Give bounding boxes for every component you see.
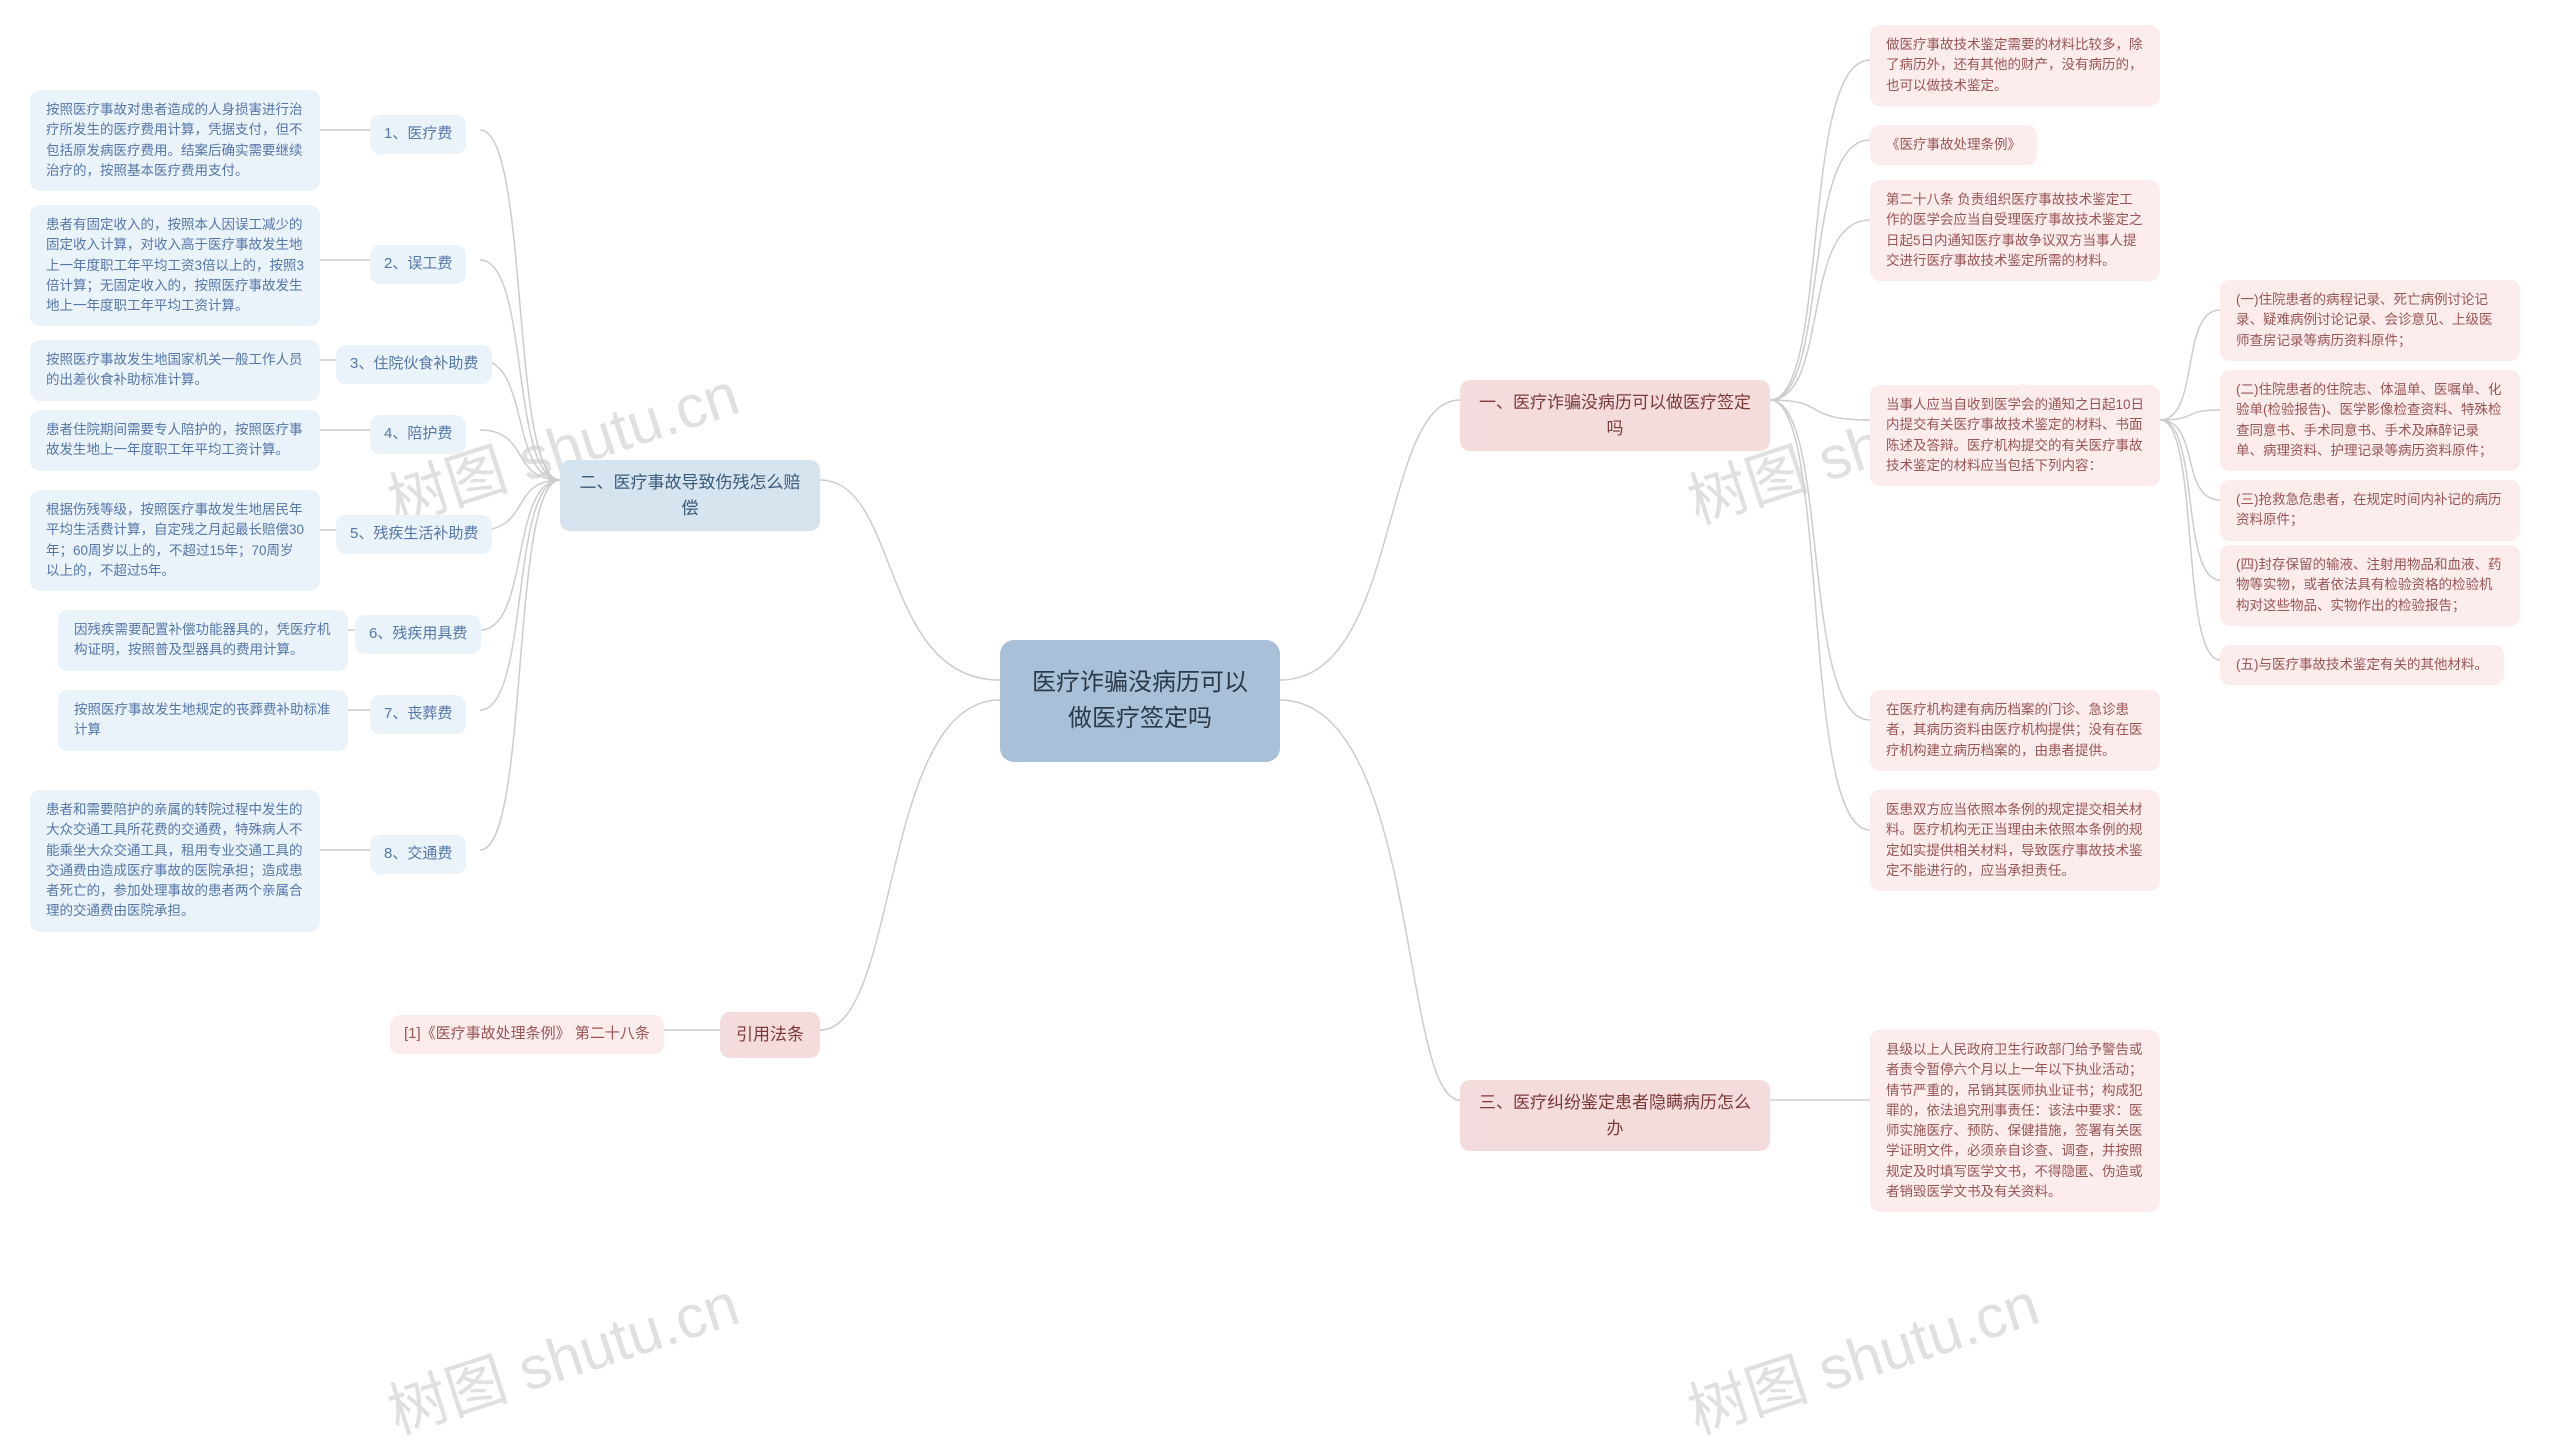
branch-right-1[interactable]: 一、医疗诈骗没病历可以做医疗签定吗: [1460, 380, 1770, 451]
sub-l1-4[interactable]: 5、残疾生活补助费: [336, 515, 492, 554]
desc-l1-6[interactable]: 按照医疗事故发生地规定的丧葬费补助标准计算: [58, 690, 348, 751]
leaf-r1-5[interactable]: 医患双方应当依照本条例的规定提交相关材料。医疗机构无正当理由未依照本条例的规定如…: [1870, 790, 2160, 891]
watermark: 树图 shutu.cn: [375, 1256, 748, 1451]
leaf-r1s-2[interactable]: (三)抢救急危患者，在规定时间内补记的病历资料原件；: [2220, 480, 2520, 541]
connector-layer: [0, 0, 2560, 1360]
desc-l1-2[interactable]: 按照医疗事故发生地国家机关一般工作人员的出差伙食补助标准计算。: [30, 340, 320, 401]
leaf-r1s-0[interactable]: (一)住院患者的病程记录、死亡病例讨论记录、疑难病例讨论记录、会诊意见、上级医师…: [2220, 280, 2520, 361]
leaf-r1s-1[interactable]: (二)住院患者的住院志、体温单、医嘱单、化验单(检验报告)、医学影像检查资料、特…: [2220, 370, 2520, 471]
leaf-r1s-4[interactable]: (五)与医疗事故技术鉴定有关的其他材料。: [2220, 645, 2504, 685]
sub-l1-5[interactable]: 6、残疾用具费: [355, 615, 481, 654]
leaf-r1-4[interactable]: 在医疗机构建有病历档案的门诊、急诊患者，其病历资料由医疗机构提供；没有在医疗机构…: [1870, 690, 2160, 771]
desc-l1-1[interactable]: 患者有固定收入的，按照本人因误工减少的固定收入计算，对收入高于医疗事故发生地上一…: [30, 205, 320, 326]
sub-l1-3[interactable]: 4、陪护费: [370, 415, 466, 454]
leaf-r1-0[interactable]: 做医疗事故技术鉴定需要的材料比较多，除了病历外，还有其他的财产，没有病历的，也可…: [1870, 25, 2160, 106]
branch-left-1[interactable]: 二、医疗事故导致伤残怎么赔偿: [560, 460, 820, 531]
branch-right-2[interactable]: 三、医疗纠纷鉴定患者隐瞒病历怎么办: [1460, 1080, 1770, 1151]
desc-l1-3[interactable]: 患者住院期间需要专人陪护的，按照医疗事故发生地上一年度职工年平均工资计算。: [30, 410, 320, 471]
desc-l1-4[interactable]: 根据伤残等级，按照医疗事故发生地居民年平均生活费计算，自定残之月起最长赔偿30年…: [30, 490, 320, 591]
desc-l1-5[interactable]: 因残疾需要配置补偿功能器具的，凭医疗机构证明，按照普及型器具的费用计算。: [58, 610, 348, 671]
leaf-r2[interactable]: 县级以上人民政府卫生行政部门给予警告或者责令暂停六个月以上一年以下执业活动；情节…: [1870, 1030, 2160, 1212]
sub-l1-0[interactable]: 1、医疗费: [370, 115, 466, 154]
watermark: 树图 shutu.cn: [1675, 1256, 2048, 1451]
branch-left-2[interactable]: 引用法条: [720, 1012, 820, 1058]
leaf-r1s-3[interactable]: (四)封存保留的输液、注射用物品和血液、药物等实物，或者依法具有检验资格的检验机…: [2220, 545, 2520, 626]
sub-l1-7[interactable]: 8、交通费: [370, 835, 466, 874]
leaf-r1-2[interactable]: 第二十八条 负责组织医疗事故技术鉴定工作的医学会应当自受理医疗事故技术鉴定之日起…: [1870, 180, 2160, 281]
leaf-r1-1[interactable]: 《医疗事故处理条例》: [1870, 125, 2037, 165]
sub-l1-2[interactable]: 3、住院伙食补助费: [336, 345, 492, 384]
sub-l1-1[interactable]: 2、误工费: [370, 245, 466, 284]
sub-l1-6[interactable]: 7、丧葬费: [370, 695, 466, 734]
leaf-l2[interactable]: [1]《医疗事故处理条例》 第二十八条: [390, 1015, 664, 1054]
center-node[interactable]: 医疗诈骗没病历可以做医疗签定吗: [1000, 640, 1280, 762]
desc-l1-7[interactable]: 患者和需要陪护的亲属的转院过程中发生的大众交通工具所花费的交通费，特殊病人不能乘…: [30, 790, 320, 932]
leaf-r1-3[interactable]: 当事人应当自收到医学会的通知之日起10日内提交有关医疗事故技术鉴定的材料、书面陈…: [1870, 385, 2160, 486]
desc-l1-0[interactable]: 按照医疗事故对患者造成的人身损害进行治疗所发生的医疗费用计算，凭据支付，但不包括…: [30, 90, 320, 191]
